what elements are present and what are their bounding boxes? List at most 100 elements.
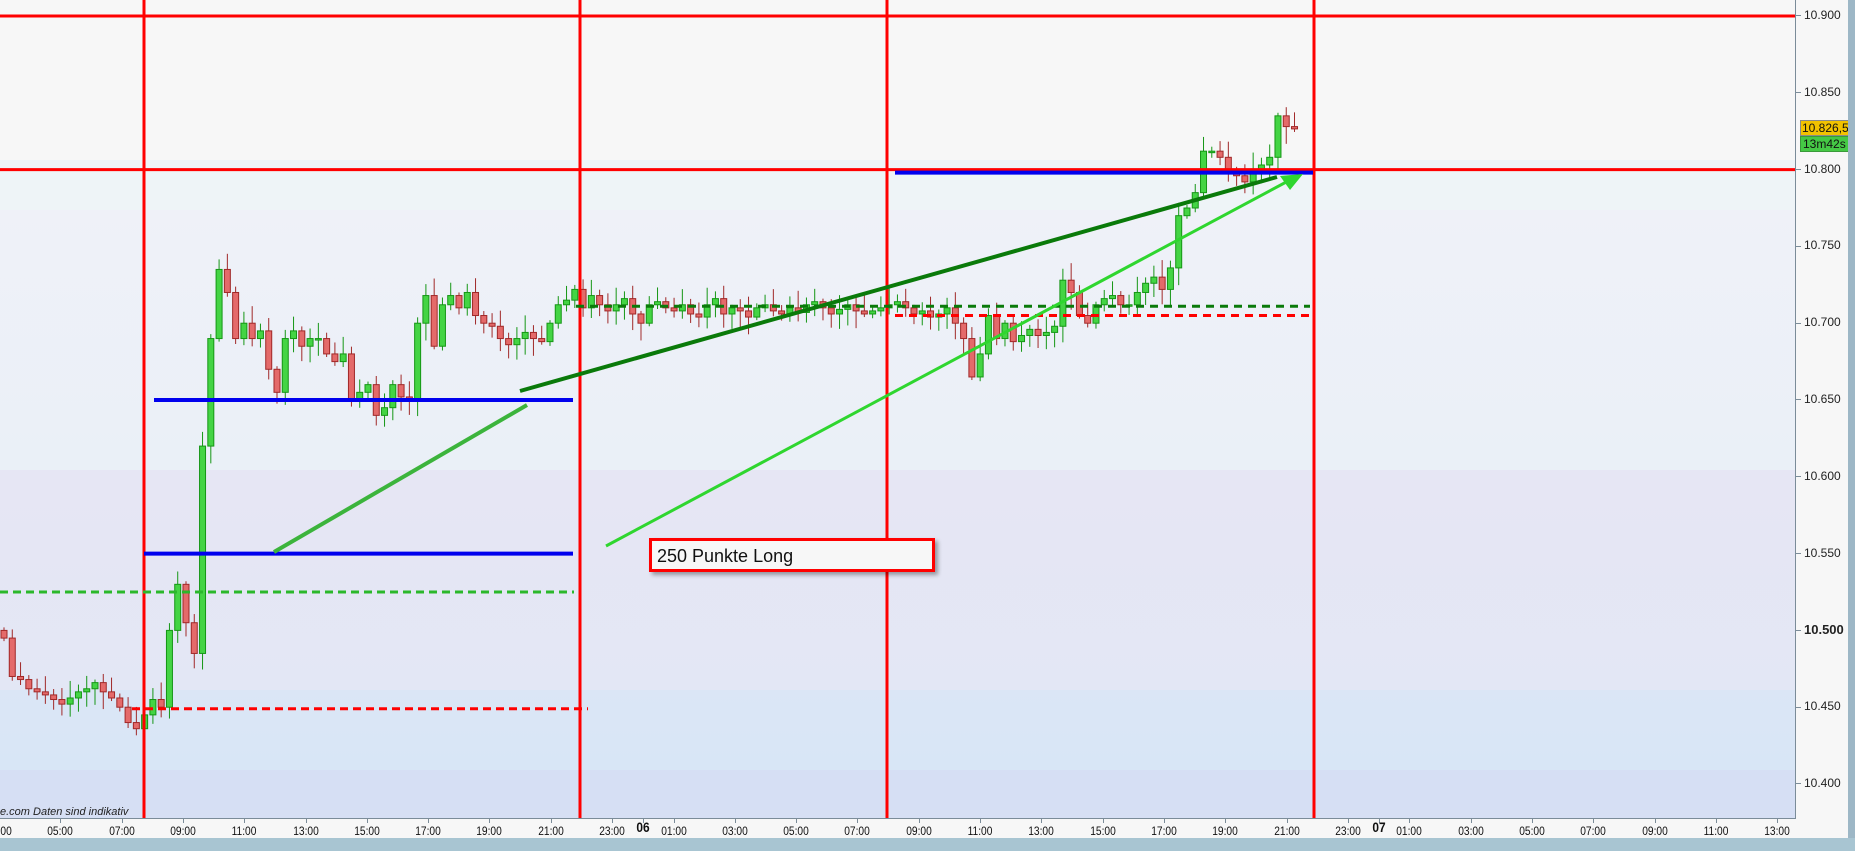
candle-up xyxy=(753,307,761,318)
candle-down xyxy=(769,304,777,312)
price-tick-label: 10.500 xyxy=(1796,622,1844,637)
price-tick-label: 10.900 xyxy=(1796,8,1841,22)
candle-down xyxy=(488,322,496,327)
arrow-line xyxy=(605,178,1291,548)
time-tick-label: 07:00 xyxy=(108,824,135,838)
candle-down xyxy=(50,694,58,701)
candle-up xyxy=(563,299,571,306)
candle-down xyxy=(298,330,306,347)
candle-up xyxy=(943,307,951,315)
candle-down xyxy=(480,315,488,324)
candle-up xyxy=(836,308,844,315)
candle-down xyxy=(1084,315,1092,324)
candle-up xyxy=(463,291,471,309)
candle-up xyxy=(521,331,529,340)
candle-down xyxy=(538,338,546,343)
candle-up xyxy=(703,304,711,318)
candle-down xyxy=(1117,295,1125,306)
time-tick-label: 11:00 xyxy=(967,824,993,838)
candle-up xyxy=(654,301,662,306)
time-tick-label: 09:00 xyxy=(905,824,932,838)
time-tick-mark xyxy=(1654,819,1656,823)
candle-up xyxy=(314,338,322,341)
annotation-textbox[interactable]: 250 Punkte Long xyxy=(649,538,935,572)
candle-down xyxy=(529,331,537,340)
candle-up xyxy=(546,322,554,343)
candle-up xyxy=(571,288,579,301)
current-price-label: 10.826,5 xyxy=(1800,120,1851,136)
candle-down xyxy=(273,368,281,393)
time-tick-mark xyxy=(305,819,307,823)
time-tick-mark xyxy=(1163,819,1165,823)
candle-up xyxy=(645,304,653,324)
time-tick-label: 07:00 xyxy=(1580,824,1606,838)
candle-up xyxy=(620,298,628,306)
candle-down xyxy=(41,691,49,696)
price-tick-label: 10.550 xyxy=(1796,546,1841,560)
candle-up xyxy=(422,295,430,324)
arrow-head-icon xyxy=(1280,174,1303,190)
candle-up xyxy=(290,330,298,340)
time-tick-label: 01:00 xyxy=(660,824,687,838)
candle-down xyxy=(25,679,33,690)
price-tick-label: 10.650 xyxy=(1796,392,1841,406)
candle-up xyxy=(1133,291,1141,306)
time-tick-mark xyxy=(1470,819,1472,823)
time-tick-label: 09:00 xyxy=(170,824,196,838)
candle-down xyxy=(695,313,703,318)
time-tick-label: 15:00 xyxy=(354,824,380,838)
vertical-scrollbar[interactable] xyxy=(1848,0,1855,838)
candle-down xyxy=(17,675,25,681)
time-tick-label: 17:00 xyxy=(415,824,441,838)
time-tick-mark xyxy=(1378,819,1380,823)
candle-down xyxy=(331,353,339,363)
time-tick-label: 13:00 xyxy=(1764,824,1790,838)
candlestick-chart[interactable] xyxy=(0,0,1796,819)
candle-up xyxy=(364,384,372,393)
candle-up xyxy=(1100,298,1108,306)
time-tick-label: 23:00 xyxy=(599,824,625,838)
candle-down xyxy=(1158,276,1166,290)
candle-down xyxy=(347,353,355,401)
time-axis[interactable]: 03:00 05:00 07:00 09:00 11:00 13:00 15:00 17:00… xyxy=(0,819,1848,838)
candle-up xyxy=(447,295,455,306)
time-tick-label: 09:00 xyxy=(1641,824,1668,838)
candle-down xyxy=(0,629,8,639)
candle-down xyxy=(472,291,480,317)
time-tick-mark xyxy=(1531,819,1533,823)
time-tick-mark xyxy=(1347,819,1349,823)
candle-down xyxy=(827,307,835,315)
candle-down xyxy=(223,268,231,293)
candle-up xyxy=(678,304,686,312)
candle-up xyxy=(381,407,389,416)
candle-down xyxy=(960,322,968,340)
time-tick-mark xyxy=(857,819,859,823)
candle-up xyxy=(74,691,82,699)
candle-down xyxy=(1216,150,1224,158)
time-tick-label: 05:00 xyxy=(783,824,809,838)
candle-up xyxy=(199,445,207,654)
candle-down xyxy=(778,310,786,315)
candle-up xyxy=(66,697,74,705)
time-tick-mark xyxy=(244,819,246,823)
time-tick-label: 05:00 xyxy=(1519,824,1545,838)
time-tick-mark xyxy=(673,819,675,823)
candle-up xyxy=(877,307,885,312)
time-tick-mark xyxy=(1777,819,1779,823)
candle-down xyxy=(902,301,910,309)
candle-down xyxy=(496,325,504,340)
time-tick-mark xyxy=(1715,819,1717,823)
candle-up xyxy=(612,304,620,312)
time-tick-mark xyxy=(918,819,920,823)
candle-down xyxy=(505,338,513,346)
price-tick-label: 10.700 xyxy=(1796,315,1841,329)
candle-up xyxy=(811,301,819,306)
bar-countdown-label: 13m42s xyxy=(1800,136,1850,152)
candle-down xyxy=(1075,291,1083,317)
candle-down xyxy=(232,291,240,340)
chart-plot-area[interactable]: e.com Daten sind indikativ 250 Punkte Lo… xyxy=(0,0,1796,819)
price-tick-label: 10.450 xyxy=(1796,699,1841,713)
candle-down xyxy=(190,622,198,654)
bottom-toolbar[interactable] xyxy=(0,838,1855,851)
candle-up xyxy=(414,322,422,401)
